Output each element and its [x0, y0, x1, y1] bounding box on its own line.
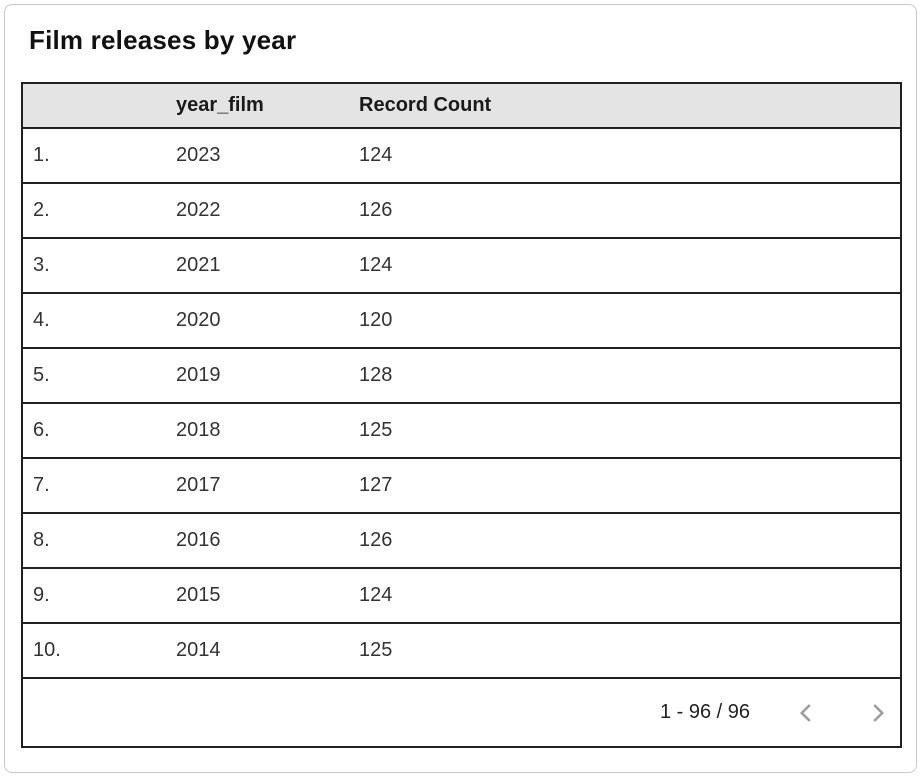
data-table: year_film Record Count 1. 2023 124 2. 20…	[21, 82, 902, 748]
next-page-button[interactable]	[862, 698, 892, 728]
year-film-cell: 2021	[176, 254, 221, 276]
table-row: 6. 2018 125	[23, 404, 900, 459]
row-index-cell: 3.	[33, 254, 50, 276]
table-footer: 1 - 96 / 96	[23, 679, 900, 746]
record-count-cell: 126	[359, 199, 393, 221]
record-count-cell: 124	[359, 584, 393, 606]
year-film-cell: 2019	[176, 364, 221, 386]
table-row: 2. 2022 126	[23, 184, 900, 239]
year-film-cell: 2023	[176, 144, 221, 166]
table-row: 10. 2014 125	[23, 624, 900, 679]
year-film-cell: 2015	[176, 584, 221, 606]
row-index-cell: 4.	[33, 309, 50, 331]
record-count-cell: 128	[359, 364, 393, 386]
header-cell-year-film[interactable]: year_film	[176, 94, 264, 116]
header-cell-record-count[interactable]: Record Count	[359, 94, 492, 116]
row-index-cell: 8.	[33, 529, 50, 551]
chevron-right-icon	[873, 703, 885, 722]
table-row: 1. 2023 124	[23, 129, 900, 184]
table-card: Film releases by year year_film Record C…	[4, 4, 917, 773]
row-index-cell: 7.	[33, 474, 50, 496]
table-body: 1. 2023 124 2. 2022 126 3. 2021 124 4. 2…	[23, 129, 900, 679]
record-count-cell: 120	[359, 309, 393, 331]
row-index-cell: 2.	[33, 199, 50, 221]
pagination-range-label: 1 - 96 / 96	[659, 701, 750, 723]
prev-page-button[interactable]	[792, 698, 822, 728]
row-index-cell: 5.	[33, 364, 50, 386]
row-index-cell: 10.	[33, 639, 61, 661]
chevron-left-icon	[799, 703, 811, 722]
row-index-cell: 6.	[33, 419, 50, 441]
year-film-cell: 2018	[176, 419, 221, 441]
row-index-cell: 9.	[33, 584, 50, 606]
row-index-cell: 1.	[33, 144, 50, 166]
table-row: 7. 2017 127	[23, 459, 900, 514]
table-row: 9. 2015 124	[23, 569, 900, 624]
year-film-cell: 2016	[176, 529, 221, 551]
record-count-cell: 126	[359, 529, 393, 551]
year-film-cell: 2014	[176, 639, 221, 661]
record-count-cell: 127	[359, 474, 393, 496]
year-film-cell: 2017	[176, 474, 221, 496]
record-count-cell: 124	[359, 144, 393, 166]
table-header-row: year_film Record Count	[23, 84, 900, 129]
table-row: 4. 2020 120	[23, 294, 900, 349]
chart-title: Film releases by year	[29, 25, 297, 55]
table-row: 8. 2016 126	[23, 514, 900, 569]
record-count-cell: 125	[359, 639, 393, 661]
record-count-cell: 125	[359, 419, 393, 441]
record-count-cell: 124	[359, 254, 393, 276]
table-row: 5. 2019 128	[23, 349, 900, 404]
year-film-cell: 2022	[176, 199, 221, 221]
year-film-cell: 2020	[176, 309, 221, 331]
table-row: 3. 2021 124	[23, 239, 900, 294]
